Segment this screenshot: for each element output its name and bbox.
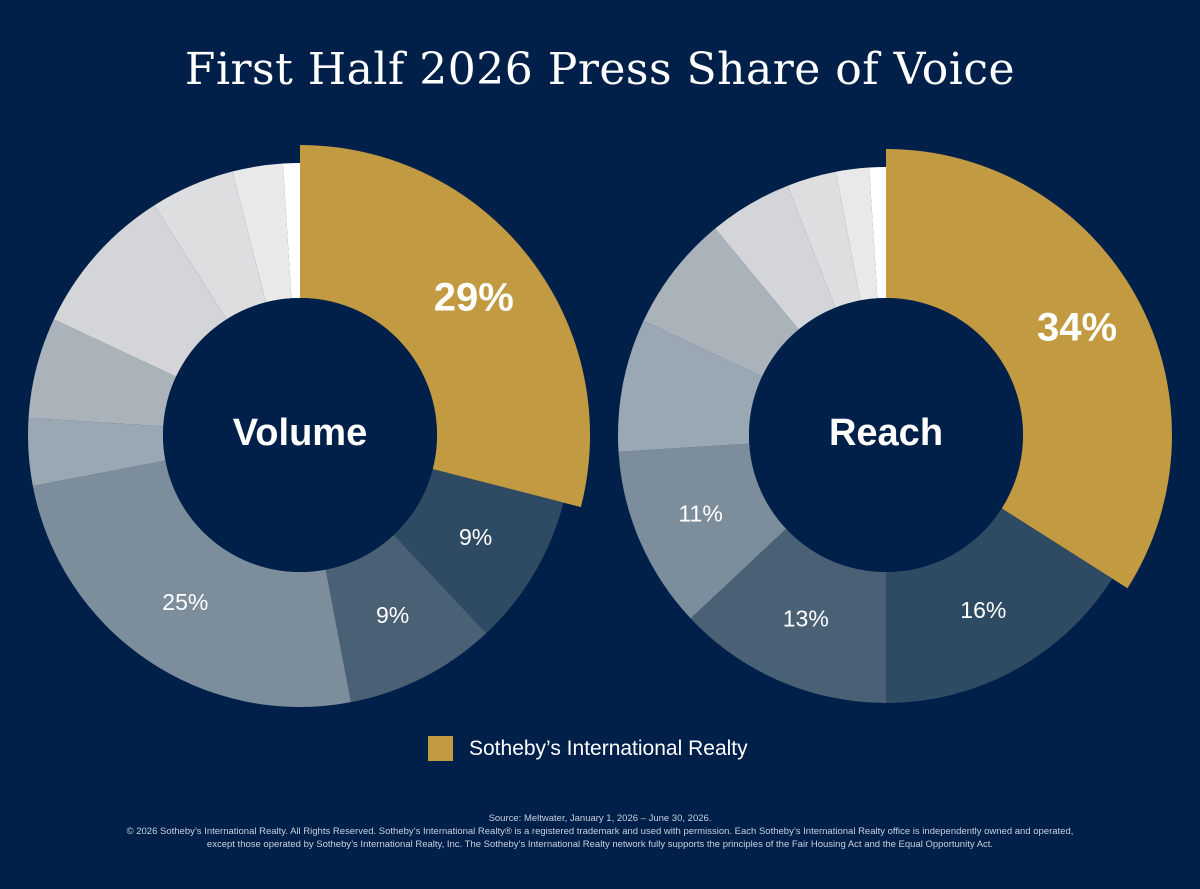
volume-center-label: Volume (233, 412, 367, 454)
volume-slice-label-3: 25% (162, 589, 208, 615)
volume-slice-1 (393, 469, 564, 634)
reach-slice-label-2: 13% (783, 605, 829, 631)
volume-slice-label-0: 29% (434, 276, 514, 320)
reach-slice-9 (869, 167, 886, 299)
footer-notes: Source: Meltwater, January 1, 2026 – Jun… (0, 812, 1200, 851)
reach-slice-1 (886, 508, 1113, 703)
reach-slice-7 (787, 171, 861, 308)
volume-donut-chart: 29% 9% 9% 25% Volume (27, 145, 590, 707)
volume-slice-7 (154, 171, 266, 320)
volume-slice-0 (300, 145, 590, 508)
reach-slice-3 (618, 443, 787, 619)
volume-slice-9 (282, 163, 300, 299)
reach-slice-label-3: 11% (678, 500, 722, 526)
reach-slice-label-1: 16% (960, 597, 1006, 623)
volume-slice-8 (232, 163, 292, 303)
volume-slice-label-1: 9% (459, 524, 492, 550)
chart-title: First Half 2026 Press Share of Voice (184, 44, 1016, 95)
reach-slice-label-0: 34% (1037, 306, 1117, 350)
reach-center-label: Reach (829, 412, 943, 454)
reach-slice-0 (886, 149, 1172, 589)
legend-label-sothebys: Sotheby’s International Realty (469, 736, 748, 760)
footer-copyright-line-2: except those operated by Sotheby’s Inter… (206, 839, 994, 850)
volume-slice-3 (32, 460, 351, 707)
volume-slice-6 (53, 205, 227, 377)
reach-donut-chart: 34% 16% 13% 11% Reach (617, 149, 1172, 703)
reach-slice-8 (835, 167, 878, 301)
legend: Sotheby’s International Realty (428, 736, 748, 761)
volume-slice-label-2: 9% (376, 602, 409, 628)
reach-slice-2 (690, 528, 886, 703)
volume-slice-5 (28, 319, 177, 427)
volume-slice-4 (27, 417, 166, 486)
volume-donut-hole (163, 298, 437, 572)
footer-source: Source: Meltwater, January 1, 2026 – Jun… (488, 813, 712, 824)
reach-donut-hole (749, 298, 1023, 572)
footer-copyright-line-1: © 2026 Sotheby’s International Realty. A… (126, 826, 1074, 837)
legend-swatch-sothebys (428, 736, 453, 761)
reach-slice-6 (715, 185, 836, 330)
reach-slice-5 (643, 228, 799, 377)
reach-slice-4 (617, 320, 763, 452)
volume-slice-2 (325, 534, 487, 703)
